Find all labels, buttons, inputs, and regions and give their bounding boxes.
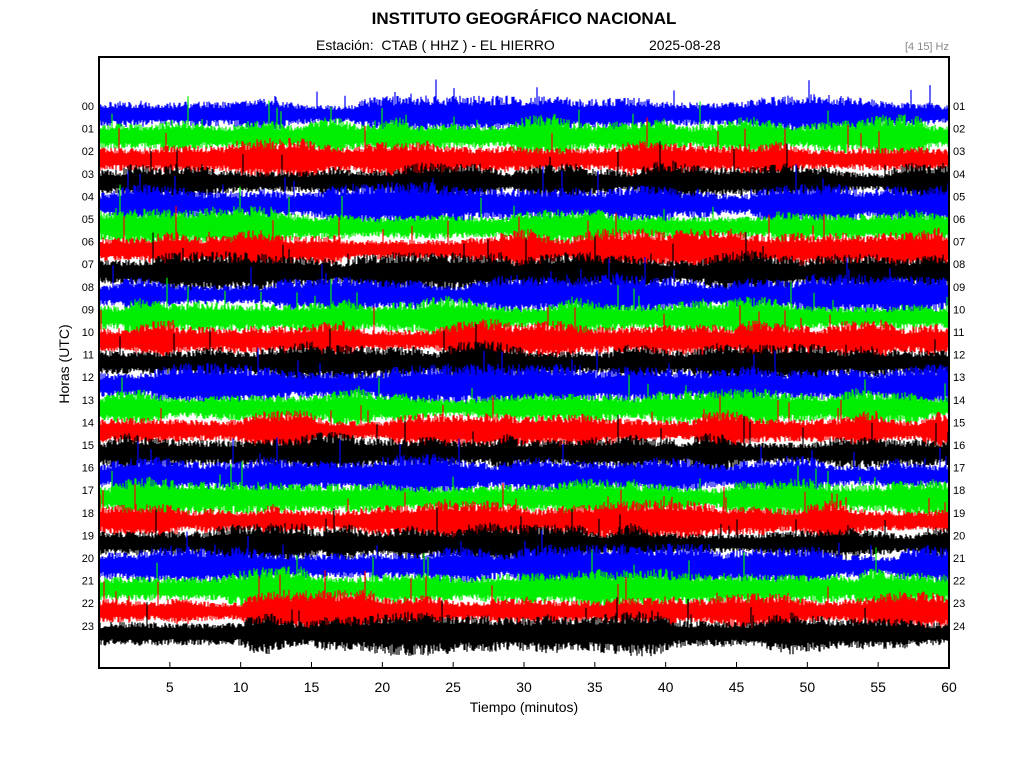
x-tick-label: 10	[233, 679, 249, 695]
left-tick-label: 16	[82, 463, 94, 475]
right-tick-label: 23	[953, 598, 965, 610]
trace-hour-16	[99, 437, 949, 498]
band-label: [4 15] Hz	[904, 41, 949, 53]
right-tick-label: 21	[953, 553, 965, 565]
station-label: Estación: CTAB ( HHZ ) - EL HIERRO	[316, 37, 555, 53]
right-tick-label: 02	[953, 124, 965, 136]
trace-hour-04	[99, 164, 949, 227]
trace-hour-09	[99, 277, 949, 339]
chart-title: INSTITUTO GEOGRÁFICO NACIONAL	[371, 9, 677, 28]
left-tick-label: 23	[82, 621, 94, 633]
right-tick-label: 17	[953, 463, 965, 475]
right-tick-label: 11	[953, 327, 964, 339]
trace-hour-19	[99, 507, 949, 565]
x-tick-label: 35	[587, 679, 603, 695]
left-tick-label: 22	[82, 598, 94, 610]
trace-hour-22	[99, 570, 949, 633]
right-tick-label: 15	[953, 417, 965, 429]
right-tick-label: 03	[953, 146, 965, 158]
right-tick-label: 10	[953, 304, 965, 316]
left-tick-label: 09	[82, 304, 94, 316]
right-tick-label: 08	[953, 259, 965, 271]
trace-hour-21	[99, 547, 949, 610]
left-tick-label: 10	[82, 327, 94, 339]
left-tick-label: 02	[82, 146, 94, 158]
left-tick-label: 20	[82, 553, 94, 565]
right-tick-label: 12	[953, 350, 965, 362]
trace-hour-11	[99, 324, 949, 386]
left-tick-label: 19	[82, 530, 94, 542]
left-tick-label: 17	[82, 485, 94, 497]
trace-hour-05	[99, 184, 949, 248]
left-tick-label: 14	[82, 417, 94, 429]
left-tick-label: 08	[82, 282, 94, 294]
left-tick-label: 05	[82, 214, 94, 226]
trace-hour-01	[99, 96, 949, 159]
x-tick-label: 15	[304, 679, 320, 695]
right-tick-label: 24	[953, 621, 965, 633]
x-tick-label: 30	[516, 679, 532, 695]
trace-hour-14	[99, 395, 949, 451]
x-tick-label: 25	[445, 679, 461, 695]
right-tick-label: 07	[953, 237, 965, 249]
right-tick-label: 14	[953, 395, 965, 407]
right-tick-label: 06	[953, 214, 965, 226]
left-tick-label: 06	[82, 237, 94, 249]
left-tick-label: 18	[82, 508, 94, 520]
trace-hour-15	[99, 415, 949, 474]
left-tick-label: 07	[82, 259, 94, 271]
trace-hour-03	[99, 141, 949, 203]
right-tick-label: 05	[953, 191, 965, 203]
x-tick-label: 60	[941, 679, 957, 695]
right-tick-label: 13	[953, 372, 965, 384]
trace-hour-18	[99, 483, 949, 542]
left-tick-label: 15	[82, 440, 94, 452]
left-tick-label: 11	[83, 350, 94, 362]
x-tick-label: 55	[870, 679, 886, 695]
right-tick-label: 20	[953, 530, 965, 542]
x-tick-label: 45	[729, 679, 745, 695]
right-tick-label: 04	[953, 169, 965, 181]
x-tick-label: 40	[658, 679, 674, 695]
right-tick-label: 22	[953, 576, 965, 588]
left-tick-label: 12	[82, 372, 94, 384]
x-tick-label: 20	[375, 679, 391, 695]
left-tick-label: 01	[82, 124, 94, 136]
trace-hour-08	[99, 257, 949, 317]
axis-ticks: 00 01 02 03 04 05 06 07 08 09 10 11 12 13 14 15 16 17 18 19…	[82, 101, 966, 695]
x-axis-label: Tiempo (minutos)	[469, 699, 579, 715]
trace-hour-02	[99, 117, 949, 180]
trace-hour-06	[99, 206, 949, 272]
trace-hour-13	[99, 374, 949, 428]
right-tick-label: 16	[953, 440, 965, 452]
seismogram-traces	[99, 79, 949, 657]
right-tick-label: 01	[953, 101, 965, 113]
x-tick-label: 50	[800, 679, 816, 695]
right-tick-label: 19	[953, 508, 965, 520]
trace-hour-07	[99, 232, 949, 294]
right-tick-label: 09	[953, 282, 965, 294]
right-tick-label: 18	[953, 485, 965, 497]
left-tick-label: 04	[82, 191, 94, 203]
left-tick-label: 21	[82, 576, 94, 588]
trace-hour-23	[99, 597, 949, 657]
left-tick-label: 03	[82, 169, 94, 181]
left-tick-label: 13	[82, 395, 94, 407]
trace-hour-12	[99, 347, 949, 407]
date-label: 2025-08-28	[649, 37, 721, 53]
trace-hour-10	[99, 305, 949, 373]
left-tick-label: 00	[82, 101, 94, 113]
x-tick-label: 5	[166, 679, 174, 695]
trace-hour-17	[99, 461, 949, 520]
